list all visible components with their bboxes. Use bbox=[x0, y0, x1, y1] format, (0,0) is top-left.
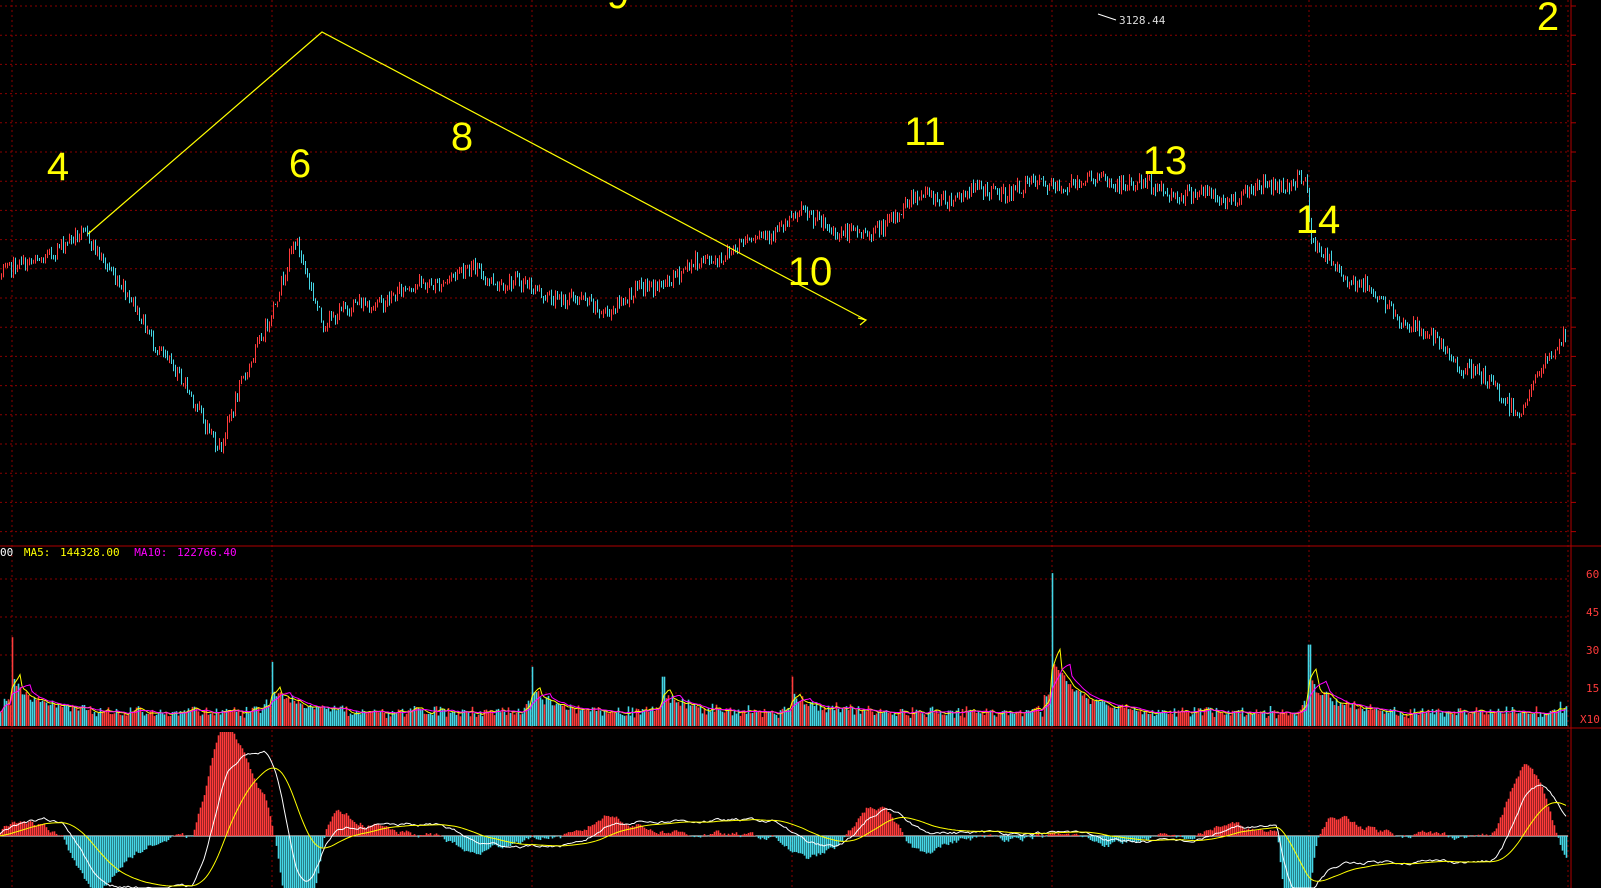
macd-histogram bbox=[0, 732, 1568, 888]
volume-value: 00 bbox=[0, 546, 13, 559]
peak-price-label: 3128.44 bbox=[1119, 14, 1166, 27]
wave-label-9: 9 bbox=[607, 0, 629, 17]
vol-tick-30: 30 bbox=[1586, 644, 1599, 657]
vol-tick-60: 60 bbox=[1586, 568, 1599, 581]
trend-line bbox=[87, 31, 867, 321]
vol-tick-15: 15 bbox=[1586, 682, 1599, 695]
volume-bars bbox=[0, 573, 1568, 726]
volume-legend: 00 MA5: 144328.00 MA10: 122766.40 bbox=[0, 546, 237, 559]
volume-ma10-line bbox=[0, 663, 1567, 715]
ma5-label: MA5: bbox=[24, 546, 51, 559]
wave-label-2: 2 bbox=[1537, 0, 1559, 39]
wave-label-4: 4 bbox=[47, 145, 69, 189]
peak-marker bbox=[1097, 13, 1117, 21]
macd-dif-line bbox=[0, 750, 1567, 888]
vol-tick-45: 45 bbox=[1586, 606, 1599, 619]
wave-label-11: 11 bbox=[904, 110, 946, 154]
wave-label-13: 13 bbox=[1143, 139, 1188, 183]
wave-label-6: 6 bbox=[289, 142, 311, 186]
wave-label-14: 14 bbox=[1296, 198, 1341, 242]
wave-label-10: 10 bbox=[788, 250, 833, 294]
ma5-value: 144328.00 bbox=[60, 546, 120, 559]
macd-dea-line bbox=[0, 767, 1567, 887]
right-axis bbox=[1570, 0, 1576, 888]
wave-label-8: 8 bbox=[451, 115, 473, 159]
ma10-value: 122766.40 bbox=[177, 546, 237, 559]
trend-arrowhead bbox=[857, 317, 868, 326]
vol-unit-label: X10 bbox=[1580, 713, 1600, 726]
ma10-label: MA10: bbox=[134, 546, 167, 559]
price-candles bbox=[1, 13, 1566, 454]
wave-annotations: 4567891011131412 bbox=[47, 0, 1559, 326]
